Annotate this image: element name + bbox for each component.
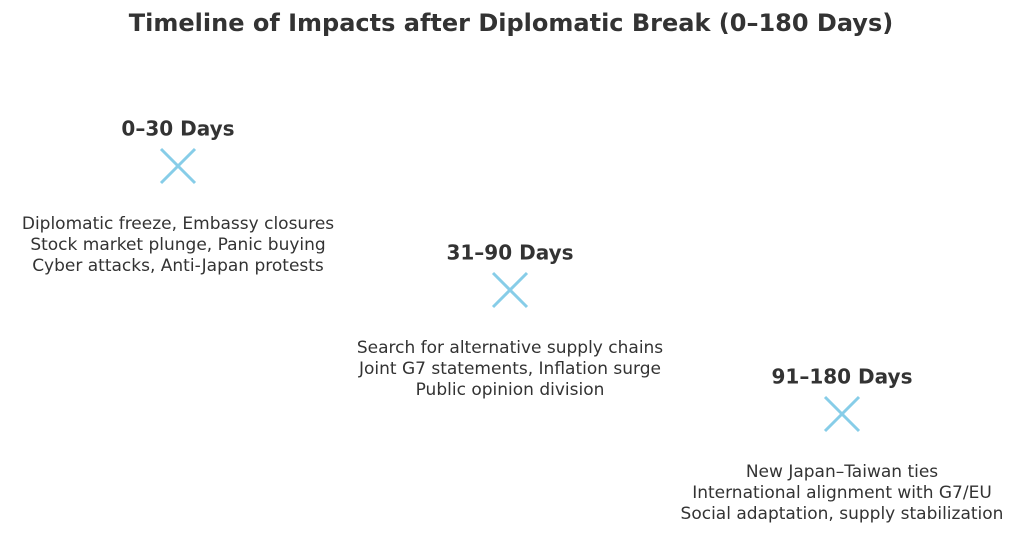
stage-description: Diplomatic freeze, Embassy closures — [22, 214, 334, 234]
stage-description: Stock market plunge, Panic buying — [30, 235, 325, 255]
stage-description: Search for alternative supply chains — [357, 338, 663, 358]
diagram-title: Timeline of Impacts after Diplomatic Bre… — [129, 9, 893, 37]
stage-label: 31–90 Days — [446, 241, 573, 265]
stage-marker — [823, 395, 861, 433]
stage-description: Joint G7 statements, Inflation surge — [358, 359, 661, 379]
stage-description: New Japan–Taiwan ties — [746, 462, 938, 482]
stage-description: International alignment with G7/EU — [692, 483, 992, 503]
stage-description: Social adaptation, supply stabilization — [681, 504, 1004, 524]
stage-description: Cyber attacks, Anti-Japan protests — [32, 256, 324, 276]
stage-label: 0–30 Days — [121, 117, 234, 141]
stage-marker — [491, 271, 529, 309]
stage-description: Public opinion division — [416, 380, 605, 400]
stage-marker — [159, 147, 197, 185]
stage-label: 91–180 Days — [772, 365, 913, 389]
